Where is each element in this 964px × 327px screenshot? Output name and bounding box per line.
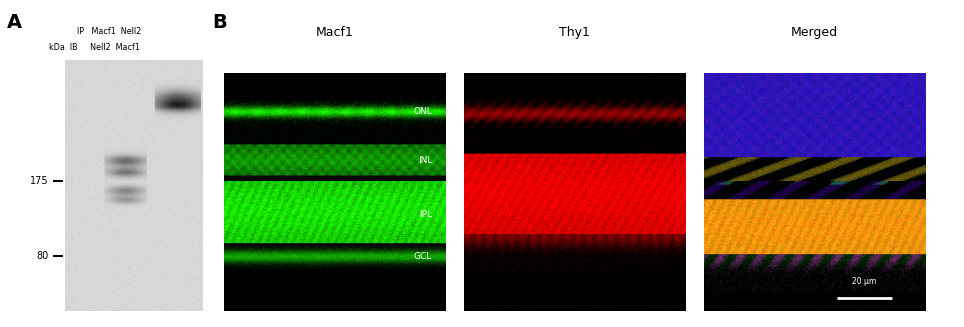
Text: Merged: Merged bbox=[791, 26, 839, 39]
Text: IP   Macf1  Nell2: IP Macf1 Nell2 bbox=[76, 27, 141, 36]
Text: 80: 80 bbox=[37, 251, 49, 261]
Text: Macf1: Macf1 bbox=[315, 26, 354, 39]
Text: A: A bbox=[7, 13, 22, 32]
Text: 175: 175 bbox=[30, 176, 49, 186]
Text: kDa  IB     Nell2  Macf1: kDa IB Nell2 Macf1 bbox=[49, 43, 140, 52]
Text: B: B bbox=[213, 13, 228, 32]
Text: Thy1: Thy1 bbox=[559, 26, 590, 39]
